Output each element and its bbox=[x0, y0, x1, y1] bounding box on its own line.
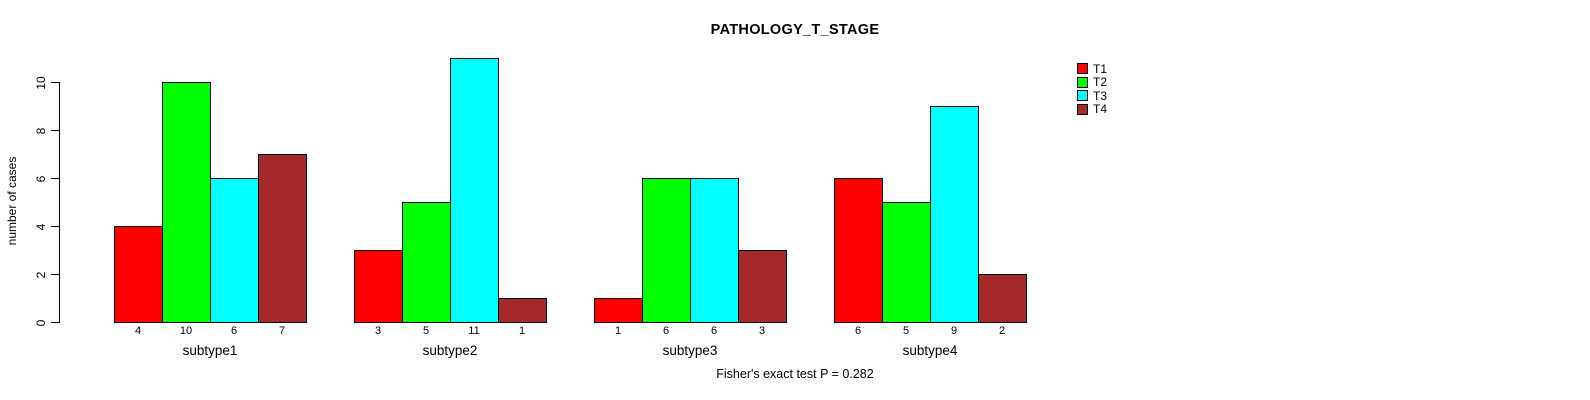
category-label-subtype3: subtype3 bbox=[662, 343, 718, 358]
bar-T3-subtype1 bbox=[210, 178, 259, 323]
bar-value-label: 2 bbox=[998, 325, 1006, 337]
bar-value-label: 6 bbox=[710, 325, 718, 337]
bar-value-label: 7 bbox=[278, 325, 286, 337]
y-tick-label: 0 bbox=[34, 319, 48, 326]
legend-item-T3: T3 bbox=[1077, 89, 1107, 103]
category-label-subtype2: subtype2 bbox=[422, 343, 478, 358]
legend-item-T4: T4 bbox=[1077, 102, 1108, 117]
bar-T4-subtype2 bbox=[498, 298, 547, 323]
bar-T2-subtype4 bbox=[882, 202, 931, 323]
legend-swatch-T2 bbox=[1077, 76, 1088, 88]
y-tick-label: 2 bbox=[34, 271, 48, 278]
bar-value-label: 11 bbox=[468, 325, 480, 337]
legend-swatch-T4 bbox=[1077, 103, 1088, 115]
bar-T1-subtype1 bbox=[114, 226, 163, 323]
y-tick bbox=[51, 322, 59, 323]
bar-T1-subtype3 bbox=[594, 298, 643, 323]
bar-value-label: 5 bbox=[902, 325, 910, 337]
legend-item-T2: T2 bbox=[1077, 75, 1108, 90]
bar-T2-subtype1 bbox=[162, 82, 211, 323]
legend-label-T3: T3 bbox=[1093, 88, 1108, 103]
bar-value-label: 1 bbox=[614, 325, 622, 337]
bar-T2-subtype3 bbox=[642, 178, 691, 323]
y-axis-label: number of cases bbox=[5, 156, 19, 246]
bar-value-label: 1 bbox=[518, 325, 526, 337]
category-label-subtype4: subtype4 bbox=[902, 343, 958, 358]
y-tick-label: 8 bbox=[34, 127, 48, 134]
bar-T2-subtype2 bbox=[402, 202, 451, 323]
y-tick bbox=[51, 130, 59, 131]
bar-T4-subtype3 bbox=[738, 250, 787, 323]
legend-swatch-T1 bbox=[1077, 63, 1088, 75]
bar-T3-subtype2 bbox=[450, 58, 499, 323]
y-tick bbox=[51, 274, 59, 275]
bar-value-label: 5 bbox=[422, 325, 430, 337]
bar-T4-subtype1 bbox=[258, 154, 307, 323]
y-tick-label: 10 bbox=[34, 75, 48, 90]
bar-T3-subtype4 bbox=[930, 106, 979, 323]
bar-value-label: 10 bbox=[179, 325, 193, 337]
bar-value-label: 4 bbox=[134, 325, 142, 337]
bar-value-label: 3 bbox=[374, 325, 382, 337]
y-tick-label: 4 bbox=[34, 223, 48, 230]
bar-T1-subtype2 bbox=[354, 250, 403, 323]
bar-T4-subtype4 bbox=[978, 274, 1027, 323]
fisher-test-annotation: Fisher's exact test P = 0.282 bbox=[716, 367, 874, 381]
chart-title: PATHOLOGY_T_STAGE bbox=[710, 22, 880, 38]
bar-value-label: 6 bbox=[854, 325, 862, 337]
bar-T3-subtype3 bbox=[690, 178, 739, 323]
y-axis-line bbox=[59, 82, 60, 323]
bar-value-label: 9 bbox=[950, 325, 958, 337]
bar-T1-subtype4 bbox=[834, 178, 883, 323]
legend: T1 T2 T3 T4 bbox=[1077, 62, 1107, 116]
legend-label-T1: T1 bbox=[1093, 61, 1108, 76]
legend-swatch-T3 bbox=[1077, 90, 1088, 102]
y-tick-label: 6 bbox=[34, 175, 48, 182]
category-label-subtype1: subtype1 bbox=[182, 343, 238, 358]
bar-value-label: 6 bbox=[662, 325, 670, 337]
y-tick bbox=[51, 82, 59, 83]
y-tick bbox=[51, 226, 59, 227]
legend-item-T1: T1 bbox=[1077, 62, 1107, 76]
legend-label-T4: T4 bbox=[1093, 102, 1108, 117]
bar-value-label: 6 bbox=[230, 325, 238, 337]
legend-label-T2: T2 bbox=[1093, 75, 1108, 90]
y-tick bbox=[51, 178, 59, 179]
bar-value-label: 3 bbox=[758, 325, 766, 337]
